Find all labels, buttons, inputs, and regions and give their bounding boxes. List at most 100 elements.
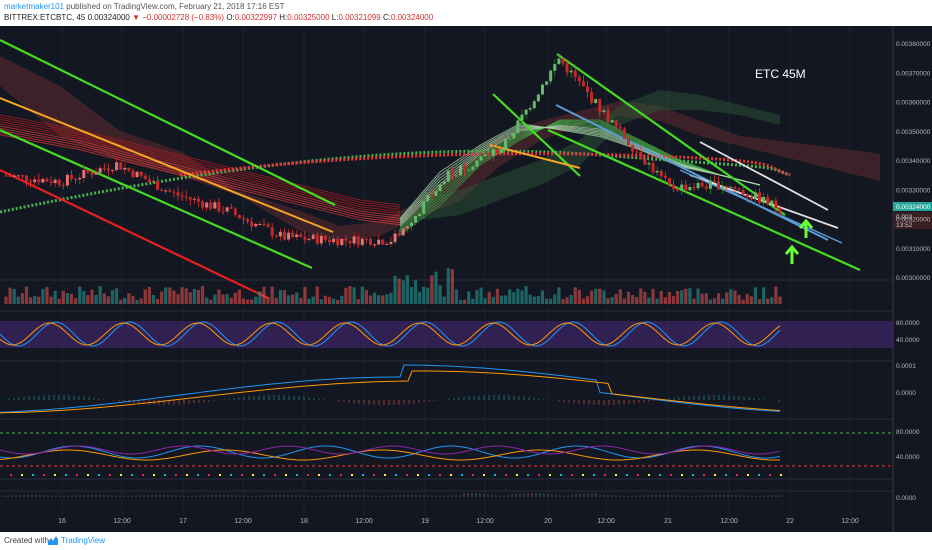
candle-body: [639, 151, 643, 160]
volume-bar: [487, 291, 491, 304]
volume-bar: [8, 287, 12, 304]
signal-dot: [439, 474, 441, 476]
volume-bar: [348, 286, 352, 304]
signal-dot: [637, 474, 639, 476]
volume-bar: [123, 297, 127, 304]
tradingview-logo-icon: [48, 536, 58, 545]
candle-body: [147, 179, 151, 182]
author-link[interactable]: marketmaker101: [4, 2, 65, 11]
signal-dot: [472, 474, 474, 476]
volume-bar: [86, 294, 90, 304]
volume-bar: [160, 291, 164, 304]
chart-header: marketmaker101 published on TradingView.…: [0, 0, 932, 26]
price-tick-label: 0.00370000: [896, 70, 931, 77]
signal-dot: [692, 474, 694, 476]
time-tick-label: 18: [300, 518, 308, 525]
trend-line: [699, 141, 829, 211]
signal-dot: [164, 474, 166, 476]
candle-body: [434, 191, 438, 196]
volume-bar: [61, 290, 65, 304]
signal-dot: [263, 474, 265, 476]
candle-body: [397, 233, 401, 236]
volume-bar: [729, 289, 733, 304]
volume-bar: [209, 299, 213, 304]
volume-bar: [594, 288, 598, 304]
volume-bar: [409, 287, 414, 304]
volume-bar: [24, 286, 29, 304]
time-tick-label: 22: [786, 518, 794, 525]
volume-bar: [282, 290, 287, 304]
volume-bar: [700, 293, 704, 304]
price-tick-label: 0.00340000: [896, 158, 931, 165]
signal-dot: [549, 474, 551, 476]
candle-body: [131, 170, 135, 178]
volume-bar: [467, 291, 471, 304]
dotted-ma-red: [179, 152, 791, 177]
candle-body: [225, 207, 229, 212]
candle-body: [635, 151, 639, 153]
volume-bar: [418, 291, 422, 304]
volume-bar: [78, 286, 82, 304]
candle-body: [102, 168, 106, 170]
low-value: 0.00321099: [338, 13, 381, 22]
volume-bar: [716, 293, 721, 304]
signal-dot: [659, 474, 661, 476]
price-tick-label: 0.00350000: [896, 129, 931, 136]
volume-bar: [577, 289, 581, 304]
candle-body: [651, 163, 655, 173]
candle-body: [504, 138, 508, 150]
candle-body: [24, 175, 28, 182]
open-label: O:: [226, 13, 235, 22]
candle-body: [598, 99, 602, 113]
signal-dot: [450, 474, 452, 476]
volume-bar: [438, 285, 442, 304]
close-label: C:: [382, 13, 391, 22]
candle-body: [41, 179, 45, 183]
candle-body: [602, 110, 606, 113]
volume-bar: [581, 298, 586, 304]
volume-bar: [561, 299, 565, 304]
candle-body: [282, 231, 286, 240]
volume-bar: [205, 297, 209, 304]
signal-dot: [747, 474, 749, 476]
volume-bar: [262, 286, 266, 304]
high-label: H:: [279, 13, 288, 22]
volume-bar: [299, 298, 303, 304]
signal-dot: [87, 474, 89, 476]
tradingview-brand[interactable]: TradingView: [61, 536, 106, 545]
candle-body: [274, 235, 278, 237]
volume-bar: [684, 288, 688, 304]
volume-bar: [340, 295, 344, 304]
signal-dot: [76, 474, 78, 476]
volume-bar: [393, 275, 397, 304]
close-value: 0.00324000: [390, 13, 434, 22]
candle-body: [319, 235, 323, 244]
candle-body: [82, 169, 86, 178]
signal-dot: [252, 474, 254, 476]
candle-body: [467, 169, 471, 171]
candle-body: [217, 202, 221, 212]
footer: Created with TradingView: [0, 532, 932, 550]
signal-dot: [593, 474, 595, 476]
candle-body: [20, 175, 24, 177]
volume-bar: [422, 286, 426, 304]
candle-body: [721, 186, 725, 190]
up-arrow-icon: [798, 218, 814, 238]
volume-bar: [385, 294, 389, 304]
ichimoku-cloud: [0, 56, 880, 241]
volume-bar: [401, 280, 405, 304]
volume-bar: [536, 296, 540, 304]
time-tick-label: 20: [544, 518, 552, 525]
signal-dot: [98, 474, 100, 476]
trend-line: [492, 93, 581, 177]
volume-bar: [94, 294, 98, 304]
signal-dot: [626, 474, 628, 476]
candle-body: [401, 228, 405, 236]
time-tick-label: 12:00: [720, 518, 738, 525]
signal-dot: [758, 474, 760, 476]
rsi-orange-line: [0, 449, 781, 461]
chart-canvas[interactable]: ETC 45M 0.00324000 0.003 13:52 0.0038000…: [0, 26, 932, 532]
candle-body: [233, 208, 237, 215]
volume-bar: [491, 296, 495, 304]
candles[interactable]: [4, 54, 782, 249]
